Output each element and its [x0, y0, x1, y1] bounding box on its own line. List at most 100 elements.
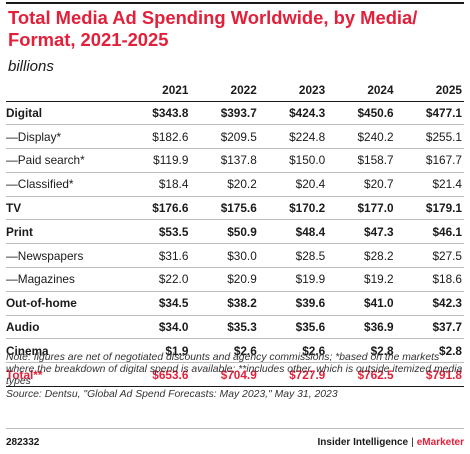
table-cell: $21.4	[432, 177, 462, 192]
column-header: 2024	[327, 79, 396, 102]
table-cell: $53.5	[158, 224, 189, 239]
row-label: —Magazines	[6, 272, 75, 287]
table-cell: $35.3	[227, 320, 257, 335]
row-header-cell	[6, 79, 122, 102]
brand-right: eMarketer	[416, 437, 464, 448]
table-cell: $47.3	[364, 224, 394, 239]
table-cell: $19.9	[295, 272, 326, 287]
table-cell: $2.6	[302, 343, 326, 358]
table-cell: $762.5	[357, 367, 394, 382]
brand-left: Insider Intelligence	[317, 437, 409, 448]
table-cell: $209.5	[220, 129, 257, 144]
table-cell: $2.6	[233, 343, 257, 358]
brand-label: Insider Intelligence | eMarketer	[318, 437, 464, 448]
table-cell: $31.6	[158, 248, 189, 263]
table-cell: $19.2	[364, 272, 394, 287]
column-header: 2025	[395, 79, 464, 102]
table-cell: $50.9	[227, 224, 257, 239]
row-label: TV	[6, 201, 22, 216]
source-text: Source: Dentsu, "Global Ad Spend Forecas…	[6, 388, 338, 400]
row-label: Cinema	[6, 343, 49, 358]
table-cell: $224.8	[289, 129, 326, 144]
table-cell: $791.8	[425, 367, 462, 382]
table-row: —Display* $182.6 $209.5 $224.8 $240.2 $255.1	[6, 125, 464, 149]
table-cell: $158.7	[357, 153, 394, 168]
table-row: Out-of-home $34.5 $38.2 $39.6 $41.0 $42.3	[6, 291, 464, 316]
chart-id: 282332	[6, 437, 40, 448]
column-header: 2022	[190, 79, 259, 102]
table-cell: $150.0	[289, 153, 326, 168]
row-label: —Display*	[6, 129, 62, 144]
table-cell: $20.2	[227, 177, 257, 192]
table-row: Print $53.5 $50.9 $48.4 $47.3 $46.1	[6, 219, 464, 244]
table-cell: $177.0	[357, 201, 394, 216]
table-cell: $20.4	[295, 177, 326, 192]
table-cell: $34.0	[158, 320, 189, 335]
table-cell: $28.2	[364, 248, 394, 263]
column-header: 2023	[258, 79, 328, 102]
table-cell: $167.7	[425, 153, 462, 168]
row-label: —Classified*	[6, 177, 74, 192]
table-cell: $20.7	[364, 177, 394, 192]
table-cell: $36.9	[364, 320, 394, 335]
table-row: Total** $653.6 $704.9 $727.9 $762.5 $791.8	[6, 362, 464, 387]
table-row: Audio $34.0 $35.3 $35.6 $36.9 $37.7	[6, 315, 464, 339]
table-cell: $37.7	[432, 320, 462, 335]
table-row: —Paid search* $119.9 $137.8 $150.0 $158.7 $16…	[6, 149, 464, 173]
table-row: —Magazines $22.0 $20.9 $19.9 $19.2 $18.6	[6, 268, 464, 292]
row-label: Print	[6, 224, 33, 239]
table-cell: $170.2	[289, 201, 326, 216]
table-cell: $41.0	[364, 296, 394, 311]
table-cell: $2.8	[370, 343, 394, 358]
table-cell: $28.5	[295, 248, 326, 263]
row-label: Audio	[6, 320, 40, 335]
table-header-row: 2021 2022 2023 2024 2025	[6, 79, 464, 102]
table-cell: $34.5	[158, 296, 189, 311]
table-cell: $48.4	[295, 224, 326, 239]
table-cell: $46.1	[432, 224, 462, 239]
row-label: —Paid search*	[6, 153, 85, 168]
top-rule	[6, 2, 464, 4]
table-cell: $18.4	[158, 177, 189, 192]
table-cell: $42.3	[432, 296, 462, 311]
table-cell: $18.6	[432, 272, 462, 287]
table-cell: $653.6	[152, 367, 189, 382]
footnotes: Note: figures are net of negotiated disc…	[6, 352, 466, 401]
table-cell: $179.1	[425, 201, 462, 216]
table-row: Cinema $1.9 $2.6 $2.6 $2.8 $2.8	[6, 338, 464, 363]
table-cell: $450.6	[357, 105, 394, 120]
table-cell: $343.8	[152, 105, 189, 120]
table-cell: $119.9	[153, 153, 189, 168]
table-cell: $727.9	[289, 367, 326, 382]
table-cell: $27.5	[432, 248, 462, 263]
table-cell: $477.1	[425, 105, 462, 120]
table-cell: $39.6	[295, 296, 326, 311]
note-text: Note: figures are net of negotiated disc…	[6, 352, 463, 388]
row-label: Out-of-home	[6, 296, 77, 311]
table-cell: $176.6	[152, 201, 189, 216]
column-header: 2021	[122, 79, 191, 102]
data-table: 2021 2022 2023 2024 2025 Digital $343.8 $393.7…	[6, 79, 464, 387]
table-cell: $240.2	[357, 129, 394, 144]
chart-subtitle: billions	[8, 58, 54, 75]
table-cell: $20.9	[227, 272, 257, 287]
table-cell: $35.6	[295, 320, 326, 335]
chart-title: Total Media Ad Spending Worldwide, by Me…	[8, 7, 418, 50]
table-cell: $175.6	[220, 201, 257, 216]
table-cell: $1.9	[165, 343, 189, 358]
table-body: Digital $343.8 $393.7 $424.3 $450.6 $477.1 —Di…	[6, 101, 464, 387]
table-cell: $137.8	[220, 153, 257, 168]
table-row: —Newspapers $31.6 $30.0 $28.5 $28.2 $27.5	[6, 244, 464, 268]
brand-separator: |	[411, 437, 414, 448]
table-cell: $22.0	[158, 272, 189, 287]
table-row: —Classified* $18.4 $20.2 $20.4 $20.7 $21.4	[6, 172, 464, 197]
table-cell: $255.1	[425, 129, 462, 144]
table-cell: $38.2	[227, 296, 257, 311]
table-row: TV $176.6 $175.6 $170.2 $177.0 $179.1	[6, 196, 464, 220]
footer-rule	[6, 428, 464, 429]
table-cell: $182.6	[152, 129, 189, 144]
table-cell: $30.0	[227, 248, 257, 263]
row-label: —Newspapers	[6, 248, 84, 263]
table-cell: $424.3	[289, 105, 326, 120]
row-label: Digital	[6, 105, 43, 120]
